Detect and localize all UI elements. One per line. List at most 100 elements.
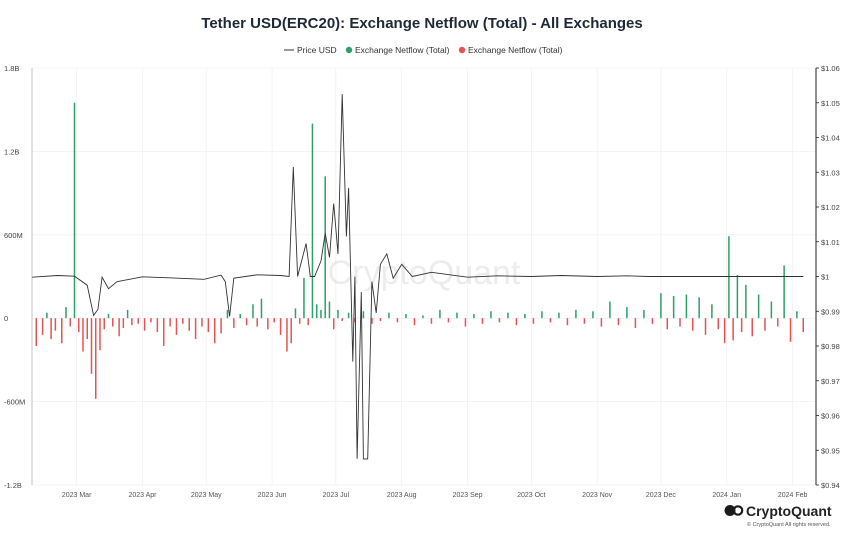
- logo-ring-icon: [732, 505, 744, 516]
- netflow-bar: [82, 318, 84, 352]
- netflow-bar: [379, 318, 382, 321]
- netflow-bar: [73, 102, 76, 319]
- netflow-bar: [90, 318, 93, 374]
- netflow-bar: [651, 318, 654, 324]
- netflow-bar: [65, 307, 67, 319]
- netflow-bar: [388, 312, 390, 319]
- netflow-bar: [99, 318, 101, 351]
- brand-name: CryptoQuant: [746, 503, 832, 519]
- netflow-bar: [473, 314, 475, 319]
- right-tick-label: $0.97: [821, 377, 840, 386]
- netflow-bar: [413, 318, 416, 326]
- netflow-bar: [207, 318, 210, 333]
- netflow-bar: [456, 312, 458, 319]
- netflow-bar: [634, 318, 637, 328]
- netflow-bar: [320, 309, 322, 319]
- netflow-bar: [175, 318, 178, 335]
- netflow-bar: [107, 314, 110, 319]
- netflow-bar: [131, 318, 133, 326]
- netflow-bar: [156, 318, 159, 333]
- netflow-bar: [256, 318, 258, 327]
- x-tick-label: 2024 Feb: [778, 492, 808, 499]
- netflow-bar: [532, 318, 535, 324]
- netflow-bar: [354, 318, 356, 323]
- left-tick-label: 1.2B: [4, 147, 19, 156]
- netflow-bar: [137, 318, 139, 324]
- netflow-bar: [201, 318, 203, 327]
- netflow-bar: [764, 318, 766, 331]
- right-tick-label: $1.01: [821, 238, 840, 247]
- netflow-bar: [583, 318, 586, 324]
- right-tick-label: $1.04: [821, 134, 840, 143]
- right-tick-label: $1: [821, 273, 829, 282]
- legend-outflow-swatch: [458, 46, 466, 54]
- netflow-bar: [86, 318, 88, 340]
- right-tick-label: $1.02: [821, 203, 840, 212]
- chart-legend: Price USD Exchange Netflow (Total) Excha…: [284, 45, 563, 55]
- left-tick-label: -1.2B: [4, 481, 22, 490]
- netflow-bar: [341, 318, 343, 321]
- right-tick-label: $0.96: [821, 412, 840, 421]
- netflow-bar: [617, 318, 620, 326]
- netflow-bar: [711, 304, 713, 319]
- netflow-bar: [347, 312, 350, 319]
- netflow-bar: [226, 309, 229, 319]
- netflow-bar: [194, 318, 197, 340]
- netflow-bar: [740, 318, 743, 333]
- netflow-bar: [307, 318, 309, 326]
- brand-copyright: © CryptoQuant All rights reserved.: [747, 521, 831, 528]
- netflow-bar: [592, 311, 594, 319]
- netflow-bar: [498, 318, 501, 323]
- netflow-bar: [698, 297, 700, 319]
- netflow-bar: [524, 314, 526, 319]
- netflow-bar: [290, 318, 292, 344]
- netflow-bar: [430, 318, 433, 324]
- netflow-bar: [328, 301, 331, 319]
- legend-inflow-swatch: [345, 46, 353, 54]
- netflow-bar: [796, 311, 798, 319]
- netflow-bar: [286, 318, 288, 352]
- legend-price-label[interactable]: Price USD: [297, 45, 337, 55]
- right-tick-label: $0.98: [821, 342, 840, 351]
- logo-mark-icon: [724, 505, 736, 516]
- netflow-bar: [118, 318, 120, 337]
- netflow-bar: [260, 298, 263, 319]
- legend-outflow-label[interactable]: Exchange Netflow (Total): [468, 45, 563, 55]
- netflow-bar: [396, 318, 399, 323]
- netflow-bar: [751, 318, 754, 337]
- netflow-bar: [600, 318, 603, 327]
- netflow-bar: [439, 309, 441, 319]
- netflow-bars: [35, 102, 805, 399]
- netflow-bar: [371, 318, 373, 324]
- netflow-bar: [736, 275, 739, 319]
- netflow-bar: [324, 176, 326, 319]
- left-axis-ticks: -1.2B -600M 0 600M 1.2B 1.8B: [4, 64, 25, 490]
- netflow-bar: [643, 309, 645, 319]
- netflow-bar: [122, 318, 125, 328]
- netflow-bar: [311, 123, 314, 319]
- netflow-bar: [704, 318, 707, 335]
- chart-title: Tether USD(ERC20): Exchange Netflow (Tot…: [201, 15, 642, 32]
- netflow-bar: [239, 314, 241, 319]
- left-tick-label: -600M: [4, 398, 25, 407]
- netflow-bar: [405, 314, 407, 319]
- right-tick-label: $1.05: [821, 99, 840, 108]
- netflow-bar: [566, 318, 569, 326]
- x-tick-label: 2023 Apr: [128, 492, 157, 499]
- left-tick-label: 0: [4, 314, 8, 323]
- netflow-bar: [126, 309, 129, 319]
- netflow-bar: [362, 311, 365, 319]
- netflow-bar: [717, 318, 720, 330]
- netflow-bar: [783, 265, 785, 319]
- netflow-bar: [672, 295, 675, 319]
- legend-inflow-label[interactable]: Exchange Netflow (Total): [355, 45, 450, 55]
- netflow-bar: [770, 301, 773, 319]
- netflow-bar: [332, 318, 335, 330]
- netflow-bar: [103, 318, 105, 330]
- netflow-bar: [549, 318, 552, 323]
- netflow-bar: [273, 318, 275, 323]
- x-tick-label: 2023 Aug: [387, 492, 417, 499]
- netflow-bar: [245, 318, 248, 326]
- netflow-bar: [77, 318, 80, 333]
